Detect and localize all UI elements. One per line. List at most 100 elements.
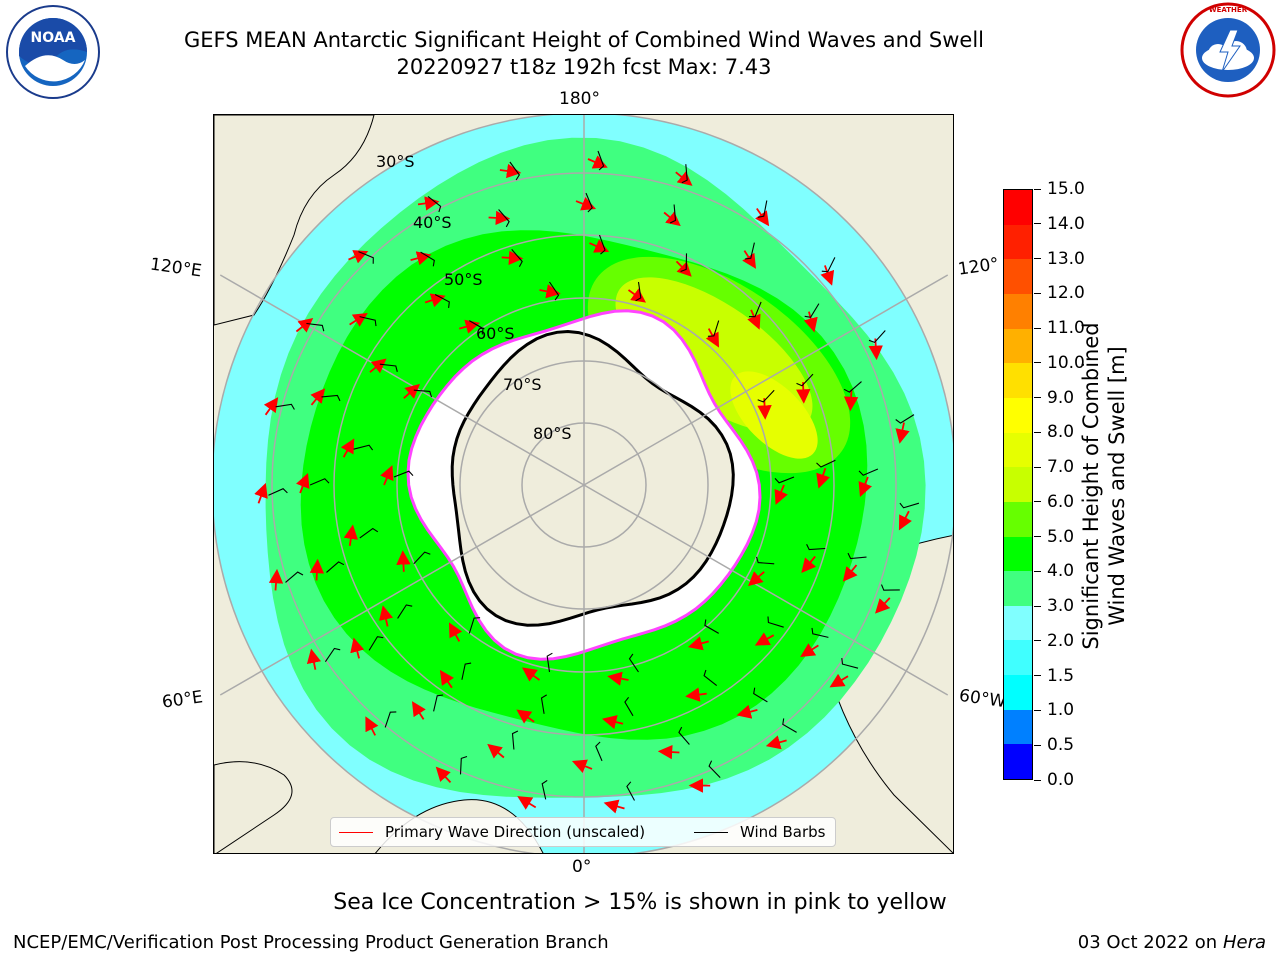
wind-barb — [397, 604, 413, 619]
wind-barb — [796, 373, 814, 387]
wind-barb — [358, 251, 374, 264]
wave-direction-arrow — [369, 358, 387, 374]
wave-direction-arrow — [627, 288, 647, 303]
colorbar-tick-label: 0.5 — [1047, 735, 1075, 756]
legend-wave-direction: Primary Wave Direction (unscaled) — [339, 823, 645, 841]
wind-barb — [353, 444, 374, 451]
wave-direction-arrow — [343, 524, 358, 547]
wave-direction-arrow — [843, 389, 859, 412]
colorbar-tick: 5.0 — [1034, 527, 1074, 547]
colorbar-tick-label: 12.0 — [1047, 283, 1085, 304]
wave-direction-arrow — [499, 163, 522, 179]
wind-barb — [275, 403, 295, 410]
colorbar-tick: 12.0 — [1034, 283, 1085, 303]
wind-barb — [628, 653, 639, 673]
wind-barb — [598, 234, 606, 255]
colorbar-segment — [1004, 432, 1032, 468]
legend-barb-label: Wind Barbs — [740, 823, 826, 841]
colorbar-tick: 9.0 — [1034, 388, 1074, 408]
colorbar-tick-label: 8.0 — [1047, 422, 1075, 443]
wave-direction-arrow — [589, 239, 610, 253]
wave-direction-arrow — [575, 197, 597, 211]
wind-barb — [459, 755, 468, 775]
colorbar-tick: 6.0 — [1034, 492, 1074, 512]
svg-text:NOAA: NOAA — [31, 30, 76, 46]
longitude-line — [219, 484, 585, 696]
wind-barb — [413, 551, 431, 565]
wind-barb — [595, 741, 603, 762]
wave-direction-arrow — [705, 328, 720, 348]
wave-direction-arrow — [687, 636, 709, 651]
wind-barb — [804, 303, 820, 318]
wind-barb — [413, 389, 433, 398]
wave-direction-arrow — [487, 743, 505, 759]
wave-direction-arrow — [378, 605, 394, 627]
footer-date-text: 03 Oct 2022 on — [1077, 932, 1223, 953]
colorbar-segment — [1004, 190, 1032, 225]
wave-direction-arrow — [755, 207, 770, 227]
wave-direction-arrow — [747, 571, 765, 587]
colorbar-label: Significant Height of Combined Wind Wave… — [1078, 186, 1130, 786]
wind-barb — [635, 281, 642, 302]
wave-direction-arrow — [295, 317, 314, 333]
colorbar-tick-label: 2.0 — [1047, 630, 1075, 651]
wind-barb — [321, 394, 341, 402]
wave-direction-arrow — [516, 709, 535, 724]
lat-label-70s: 70°S — [503, 375, 542, 394]
lon-label-0: 0° — [572, 857, 592, 877]
wave-direction-arrow — [803, 311, 818, 333]
wind-barb — [326, 561, 345, 573]
wave-direction-arrow — [411, 701, 426, 720]
wind-barb — [748, 301, 762, 318]
wave-direction-arrow — [263, 397, 279, 416]
wave-direction-arrow — [607, 671, 629, 686]
wave-direction-arrow — [306, 648, 322, 670]
wave-direction-arrow — [675, 260, 692, 277]
colorbar-tick: 2.0 — [1034, 631, 1074, 651]
wave-direction-arrow — [501, 250, 524, 265]
colorbar-segment — [1004, 709, 1032, 745]
wind-barb — [585, 192, 593, 213]
wave-direction-arrow — [587, 155, 608, 169]
wave-direction-arrow — [736, 704, 758, 719]
lat-label-40s: 40°S — [413, 213, 452, 232]
wave-direction-arrow — [858, 476, 872, 498]
wind-barb — [899, 502, 920, 509]
wind-barb — [755, 556, 775, 565]
wind-barb — [549, 281, 560, 301]
colorbar-tick: 10.0 — [1034, 353, 1085, 373]
wind-barb — [393, 470, 414, 478]
wind-barb — [753, 687, 768, 703]
colorbar-tick-label: 14.0 — [1047, 213, 1085, 234]
wind-barb — [368, 636, 384, 651]
footer-machine: Hera — [1222, 932, 1266, 953]
lon-label-120w: 120° — [956, 254, 1001, 280]
colorbar-tick: 0.0 — [1034, 770, 1074, 790]
wave-direction-arrow — [403, 383, 421, 399]
colorbar-tick: 8.0 — [1034, 422, 1074, 442]
wind-barb — [359, 316, 377, 327]
colorbar-tick-label: 10.0 — [1047, 352, 1085, 373]
wave-direction-arrow — [410, 251, 432, 266]
wave-direction-arrow — [539, 284, 561, 299]
map-title: GEFS MEAN Antarctic Significant Height o… — [183, 28, 985, 52]
australia-landmass — [214, 115, 375, 326]
legend-wind-barbs: Wind Barbs — [694, 823, 825, 841]
wave-direction-arrow — [801, 555, 817, 574]
colorbar-segment — [1004, 397, 1032, 433]
colorbar-tick: 11.0 — [1034, 318, 1085, 338]
wind-barb — [678, 726, 690, 745]
wind-barb — [285, 571, 304, 583]
wind-barb — [774, 476, 795, 484]
wind-barb — [821, 257, 836, 273]
wind-barb — [469, 320, 484, 335]
wind-barb — [624, 696, 634, 717]
wave-direction-arrow — [488, 210, 511, 226]
wind-barb — [540, 694, 547, 714]
map-subtitle: 20220927 t18z 192h fcst Max: 7.43 — [396, 55, 772, 79]
colorbar-segment — [1004, 259, 1032, 295]
wave-direction-arrow — [816, 467, 830, 489]
wind-barb — [626, 781, 635, 801]
wind-barb — [541, 779, 548, 800]
colorbar-ticks: 0.0 0.5 1.0 1.5 2.0 3.0 4.0 5.0 6.0 7.0 8.0 9.0 10.0… — [1034, 179, 1094, 790]
